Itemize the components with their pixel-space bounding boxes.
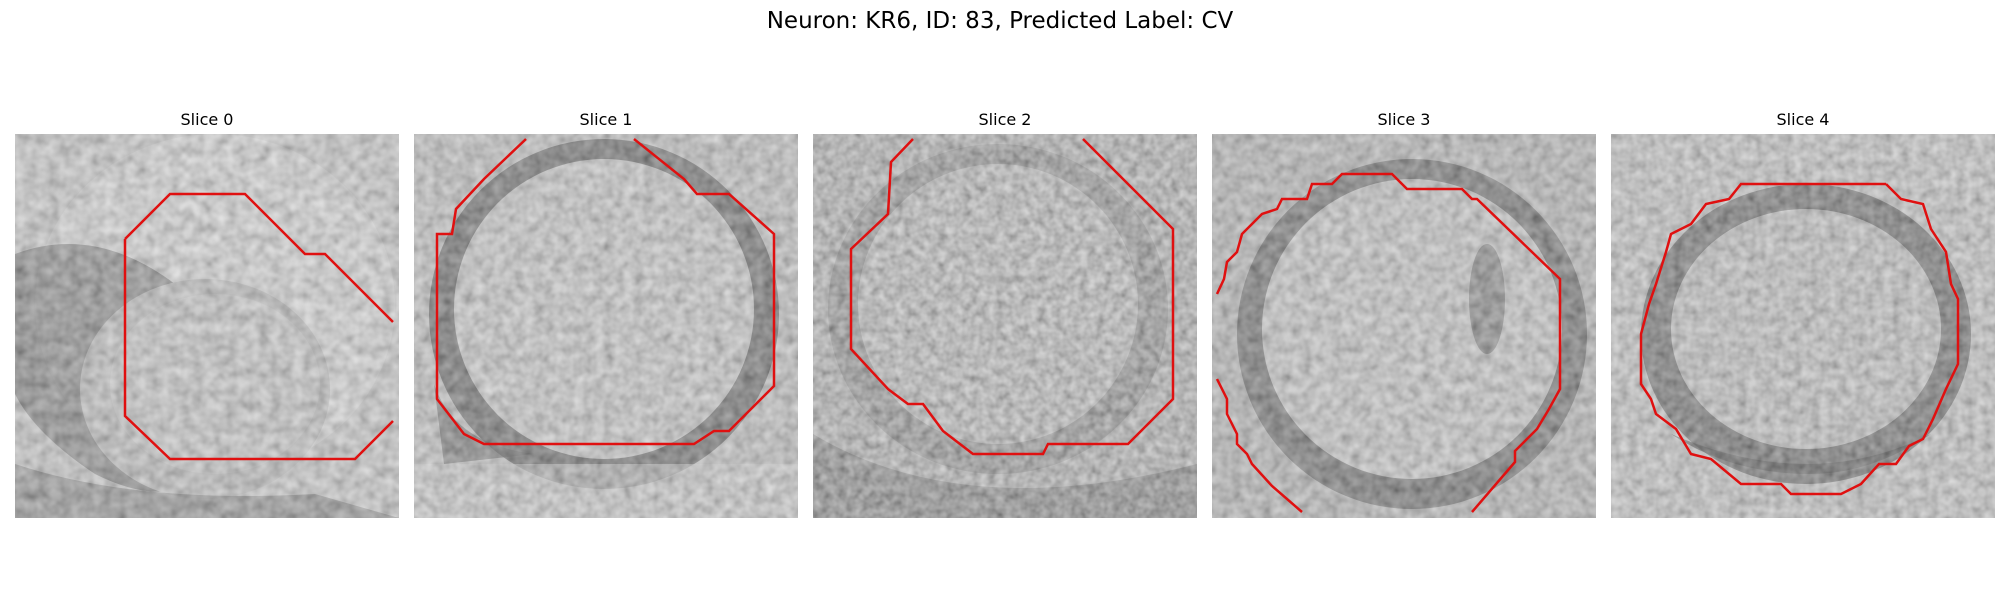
- neuron-slice-image: [1611, 134, 1995, 518]
- neuron-slice-image: [1212, 134, 1596, 518]
- cell-outline: [124, 192, 394, 323]
- slice-title: Slice 0: [180, 110, 234, 129]
- cell-outline: [435, 138, 776, 446]
- figure-title: Neuron: KR6, ID: 83, Predicted Label: CV: [766, 8, 1234, 34]
- slice-image: [1611, 134, 1995, 518]
- cell-outline: [1215, 172, 1562, 513]
- cell-outline: [123, 239, 394, 461]
- neuron-slice-image: [414, 134, 798, 518]
- slice-image: [1212, 134, 1596, 518]
- slice-title: Slice 2: [978, 110, 1032, 129]
- slice-title: Slice 3: [1377, 110, 1431, 129]
- slice-title: Slice 4: [1776, 110, 1830, 129]
- cell-outline: [849, 138, 1175, 456]
- slice-image: [813, 134, 1197, 518]
- slice-title: Slice 1: [579, 110, 633, 129]
- neuron-slice-image: [813, 134, 1197, 518]
- slice-image: [15, 134, 399, 518]
- neuron-slice-image: [15, 134, 399, 518]
- cell-outline: [1639, 182, 1960, 496]
- slice-image: [414, 134, 798, 518]
- cell-outline: [1215, 378, 1303, 513]
